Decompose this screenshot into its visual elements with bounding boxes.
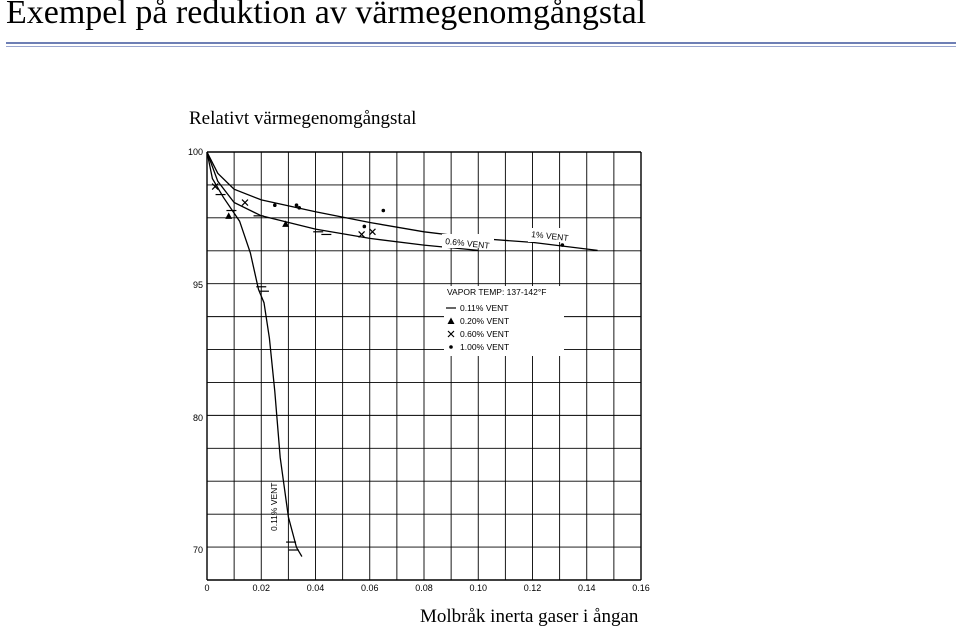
data-point-dot [381, 208, 386, 213]
data-point-dot [362, 224, 367, 229]
legend-title: VAPOR TEMP: 137-142°F [447, 287, 546, 297]
data-point-x [241, 199, 249, 206]
slide-title: Exempel på reduktion av värmegenomgångst… [6, 0, 647, 31]
legend-label: 0.20% VENT [460, 316, 509, 326]
x-tick-label: 0.16 [632, 583, 650, 593]
chart-curve-labels: 0.6% VENT 1% VENT 0.11% VENT [269, 228, 574, 531]
data-point-x [369, 228, 376, 236]
curve-label: 0.6% VENT [445, 236, 490, 251]
legend-label: 1.00% VENT [460, 342, 509, 352]
legend-marker-triangle [447, 317, 455, 324]
legend-background [444, 286, 564, 356]
data-point-dot [297, 206, 302, 210]
legend-marker-dot [449, 345, 453, 349]
y-tick-label: 80 [193, 413, 203, 423]
data-point-dot [273, 203, 277, 207]
y-tick-label: 100 [188, 147, 203, 157]
y-tick-label: 95 [193, 280, 203, 290]
legend-marker-x [447, 330, 455, 338]
x-tick-label: 0.06 [361, 583, 379, 593]
series-line [206, 151, 479, 252]
x-axis-caption: Molbråk inerta gaser i ångan [420, 606, 639, 627]
data-point-dot [294, 203, 299, 207]
x-tick-label: 0.10 [469, 583, 487, 593]
x-tick-label: 0.12 [524, 583, 542, 593]
chart-grid [206, 151, 642, 581]
chart-legend: VAPOR TEMP: 137-142°F 0.11% VENT 0.20% VEN… [444, 286, 564, 356]
series-line [206, 151, 303, 557]
data-point-x [211, 183, 219, 191]
curve-label: 1% VENT [531, 229, 569, 243]
data-point-triangle [225, 212, 233, 219]
x-tick-label: 0 [204, 583, 209, 593]
title-rule-thin [6, 46, 956, 47]
x-tick-label: 0.14 [578, 583, 596, 593]
chart-tick-labels: 0 0.02 0.04 0.06 0.08 0.10 0.12 0.14 0.16 70 80 95 1… [188, 147, 650, 593]
chart-points [211, 183, 565, 551]
x-tick-label: 0.04 [307, 583, 325, 593]
chart-caption: Relativt värmegenomgångstal [189, 108, 417, 129]
data-point-dot [560, 243, 565, 247]
x-tick-label: 0.02 [252, 583, 270, 593]
curve-label-background [442, 234, 494, 248]
data-point-x [358, 231, 366, 238]
legend-label: 0.11% VENT [460, 303, 509, 313]
curve-label-background [528, 228, 574, 242]
curve-label: 0.11% VENT [269, 482, 279, 531]
x-tick-label: 0.08 [415, 583, 433, 593]
title-rule [6, 42, 956, 44]
legend-label: 0.60% VENT [460, 329, 509, 339]
y-tick-label: 70 [193, 545, 203, 555]
data-point-triangle [282, 220, 290, 227]
chart-curves [206, 151, 598, 557]
series-line [206, 151, 598, 252]
